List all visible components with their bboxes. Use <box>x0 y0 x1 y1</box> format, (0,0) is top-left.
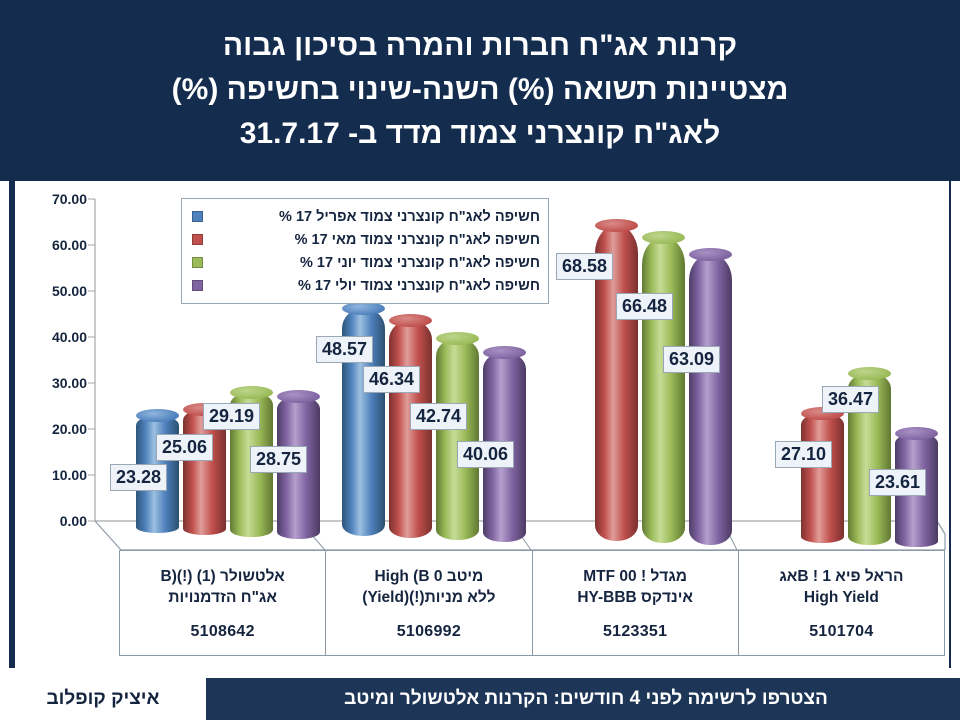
category-code: 5106992 <box>396 622 462 640</box>
legend-swatch-green <box>192 257 203 268</box>
data-label: 40.06 <box>457 441 515 468</box>
legend-item-july[interactable]: חשיפה לאג"ח קונצרני צמוד יולי 17 % <box>190 274 540 297</box>
footer-divider <box>206 678 212 720</box>
y-tick-label: 0.00 <box>59 513 87 529</box>
data-label: 25.06 <box>156 434 214 461</box>
data-label: 23.28 <box>110 464 168 491</box>
title-line-3: לאג"ח קונצרני צמוד מדד ב- 31.7.17 <box>239 116 721 150</box>
y-tick-label: 20.00 <box>51 421 87 437</box>
category-name-line: אלטשולר (1) (!)(B <box>160 567 285 585</box>
category-axis-table: הראל פיא 1 ! Bאג High Yield 5101704 מגדל… <box>119 550 945 656</box>
legend-swatch-purple <box>192 280 203 291</box>
category-code: 5108642 <box>190 622 255 640</box>
data-label: 36.47 <box>822 386 880 413</box>
legend-item-june[interactable]: חשיפה לאג"ח קונצרני צמוד יוני 17 % <box>190 251 540 274</box>
category-cell: אלטשולר (1) (!)(B אג"ח הזדמנויות 5108642 <box>120 551 325 655</box>
data-label: 68.58 <box>556 253 614 280</box>
chart-plot-area: 0.00 10.00 20.00 30.00 40.00 50.00 60.00… <box>9 181 951 668</box>
category-name-line: High Yield <box>803 588 879 606</box>
legend-swatch-blue <box>192 211 203 222</box>
bar-g3-purple <box>689 248 732 545</box>
data-label: 42.74 <box>410 403 468 430</box>
bar-g3-green <box>642 231 685 543</box>
category-name-line: ללא מניות(!)(Yield) <box>362 588 496 606</box>
category-cell: מגדל ! 00 MTF אינדקס HY-BBB 5123351 <box>531 551 738 655</box>
footer-bar: הצטרפו לרשימה לפני 4 חודשים: הקרנות אלטש… <box>0 678 960 720</box>
chart-title-banner: קרנות אג"ח חברות והמרה בסיכון גבוה מצטיי… <box>0 0 960 181</box>
title-line-1: קרנות אג"ח חברות והמרה בסיכון גבוה <box>222 28 738 62</box>
data-label: 48.57 <box>316 336 374 363</box>
y-axis: 0.00 10.00 20.00 30.00 40.00 50.00 60.00… <box>15 181 95 529</box>
chart-legend: חשיפה לאג"ח קונצרני צמוד אפריל 17 % חשיפ… <box>181 198 549 304</box>
legend-label: חשיפה לאג"ח קונצרני צמוד אפריל 17 % <box>279 208 540 225</box>
legend-swatch-red <box>192 234 203 245</box>
data-label: 28.75 <box>250 446 308 473</box>
category-code: 5123351 <box>602 622 668 640</box>
data-label: 29.19 <box>203 403 261 430</box>
category-cell: הראל פיא 1 ! Bאג High Yield 5101704 <box>737 551 944 655</box>
category-name-line: מיטב 0 High (B <box>374 567 484 585</box>
y-tick-label: 40.00 <box>51 329 87 345</box>
y-tick-label: 30.00 <box>51 375 87 391</box>
category-name-line: אג"ח הזדמנויות <box>168 588 277 606</box>
bar-g2-green <box>436 332 479 540</box>
category-code: 5101704 <box>809 622 874 640</box>
y-tick-label: 10.00 <box>51 467 87 483</box>
y-tick-label: 70.00 <box>51 191 87 207</box>
category-cell: מיטב 0 High (B ללא מניות(!)(Yield) 51069… <box>325 551 531 655</box>
category-name-line: הראל פיא 1 ! Bאג <box>779 567 904 585</box>
footer-caption: הצטרפו לרשימה לפני 4 חודשים: הקרנות אלטש… <box>344 688 828 709</box>
legend-label: חשיפה לאג"ח קונצרני צמוד יולי 17 % <box>297 277 540 294</box>
legend-label: חשיפה לאג"ח קונצרני צמוד מאי 17 % <box>294 231 540 248</box>
data-label: 66.48 <box>616 293 674 320</box>
bars-layer: 23.28 25.06 29.19 28.75 48.57 46.34 42.7… <box>15 181 949 668</box>
category-name-line: אינדקס HY-BBB <box>577 588 693 606</box>
data-label: 46.34 <box>363 366 421 393</box>
bar-g4-red <box>801 407 844 543</box>
legend-item-may[interactable]: חשיפה לאג"ח קונצרני צמוד מאי 17 % <box>190 228 540 251</box>
data-label: 63.09 <box>663 346 721 373</box>
y-tick-label: 50.00 <box>51 283 87 299</box>
category-name-line: מגדל ! 00 MTF <box>583 567 688 585</box>
footer-author-badge: איציק קופלוב <box>0 678 206 720</box>
data-label: 27.10 <box>775 441 833 468</box>
title-line-2: מצטיינות תשואה (%) השנה-שינוי בחשיפה (%) <box>171 72 789 106</box>
y-tick-label: 60.00 <box>51 237 87 253</box>
legend-item-april[interactable]: חשיפה לאג"ח קונצרני צמוד אפריל 17 % <box>190 205 540 228</box>
legend-label: חשיפה לאג"ח קונצרני צמוד יוני 17 % <box>300 254 540 271</box>
data-label: 23.61 <box>869 469 927 496</box>
